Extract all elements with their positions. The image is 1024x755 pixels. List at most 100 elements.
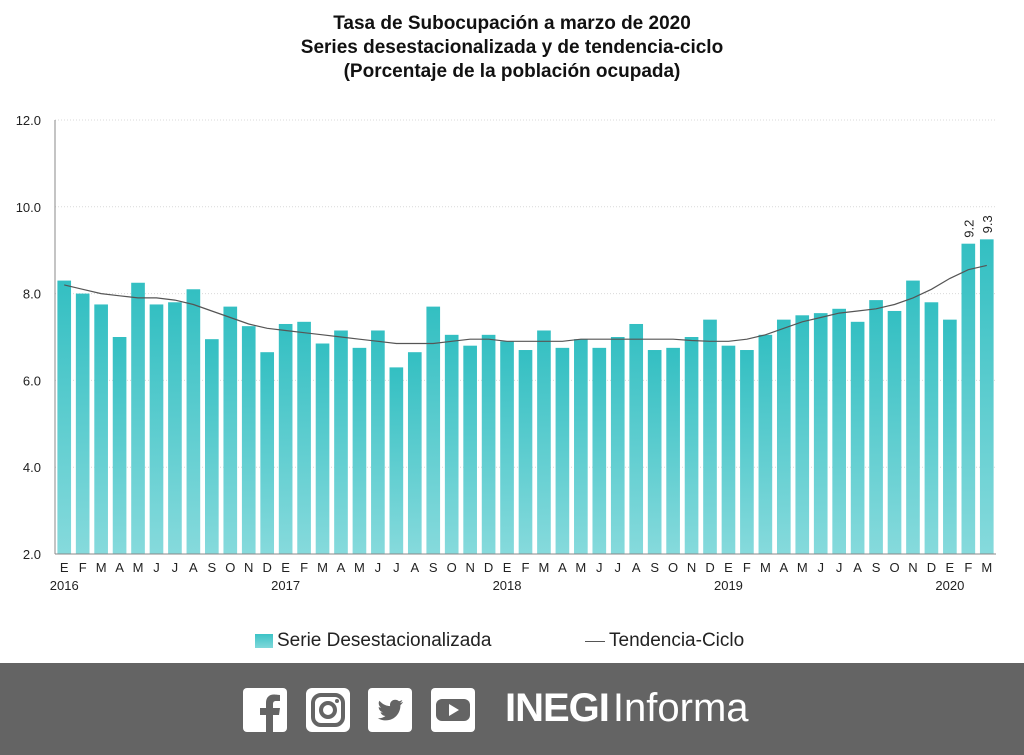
x-tick-label: J	[375, 560, 382, 575]
bar	[149, 304, 164, 554]
bar	[850, 321, 865, 554]
bar	[57, 280, 72, 554]
bar	[241, 326, 256, 554]
y-tick-label: 8.0	[23, 287, 41, 302]
x-tick-label: J	[172, 560, 179, 575]
x-tick-label: M	[96, 560, 107, 575]
x-tick-label: A	[189, 560, 198, 575]
bar	[500, 341, 514, 554]
chart-title-block: Tasa de Subocupación a marzo de 2020 Ser…	[0, 12, 1024, 84]
bar	[979, 239, 994, 554]
legend-label-line: Tendencia-Ciclo	[609, 630, 745, 651]
x-tick-label: S	[872, 560, 881, 575]
bar	[906, 280, 920, 554]
bar	[463, 345, 477, 554]
bar	[758, 334, 773, 554]
x-tick-label: D	[484, 560, 493, 575]
bar	[205, 339, 219, 554]
y-tick-label: 2.0	[23, 547, 41, 562]
facebook-icon[interactable]	[243, 688, 287, 732]
x-tick-label: N	[244, 560, 253, 575]
bar	[481, 334, 496, 554]
chart-title: Tasa de Subocupación a marzo de 2020	[333, 13, 691, 34]
x-tick-label: O	[225, 560, 235, 575]
x-tick-label: D	[262, 560, 271, 575]
x-tick-label: S	[207, 560, 216, 575]
bar	[407, 352, 422, 554]
bar	[924, 302, 939, 554]
legend-item-bar: Serie Desestacionalizada	[255, 630, 491, 652]
bar	[315, 343, 330, 554]
bar	[518, 350, 533, 554]
x-tick-label: D	[705, 560, 714, 575]
x-tick-label: F	[964, 560, 972, 575]
x-tick-label: A	[337, 560, 346, 575]
bar	[666, 347, 680, 554]
data-label: 9.2	[961, 220, 976, 238]
bar	[647, 350, 662, 554]
x-tick-label: A	[853, 560, 862, 575]
bar	[168, 302, 182, 554]
x-tick-label: O	[447, 560, 457, 575]
year-label: 2019	[714, 578, 743, 593]
x-tick-label: M	[133, 560, 144, 575]
x-tick-label: F	[79, 560, 87, 575]
chart-subtitle: Series desestacionalizada y de tendencia…	[300, 37, 724, 58]
bar	[887, 310, 902, 554]
bar	[352, 347, 367, 554]
bar	[740, 350, 754, 554]
bar	[334, 330, 348, 554]
chart-subtitle-2: (Porcentaje de la población ocupada)	[343, 61, 681, 82]
year-label: 2017	[271, 578, 300, 593]
y-tick-label: 6.0	[23, 373, 41, 388]
bar	[574, 339, 588, 554]
twitter-icon[interactable]	[368, 688, 412, 732]
x-tick-label: E	[503, 560, 512, 575]
x-tick-label: M	[760, 560, 771, 575]
brand-informa: Informa	[612, 685, 749, 730]
bar	[371, 330, 385, 554]
y-tick-label: 10.0	[16, 200, 41, 215]
bar	[592, 347, 607, 554]
x-tick-label: A	[115, 560, 124, 575]
footer-bar: INEGI Informa	[0, 663, 1024, 755]
bar	[94, 304, 108, 554]
x-tick-label: E	[60, 560, 69, 575]
bar	[426, 306, 441, 554]
instagram-icon[interactable]	[306, 688, 350, 732]
x-tick-label: E	[724, 560, 733, 575]
year-label: 2016	[50, 578, 79, 593]
bar	[721, 345, 736, 554]
youtube-icon[interactable]	[431, 688, 475, 732]
x-tick-label: M	[539, 560, 550, 575]
chart-legend: Serie Desestacionalizada Tendencia-Ciclo	[0, 630, 1024, 660]
bar	[832, 308, 846, 554]
x-tick-label: A	[779, 560, 788, 575]
x-tick-label: M	[797, 560, 808, 575]
x-tick-label: M	[575, 560, 586, 575]
x-tick-label: S	[650, 560, 659, 575]
legend-item-line: Tendencia-Ciclo	[585, 630, 744, 652]
x-tick-label: M	[981, 560, 992, 575]
year-label: 2018	[493, 578, 522, 593]
x-tick-label: A	[632, 560, 641, 575]
bar	[444, 334, 459, 554]
year-label: 2020	[935, 578, 964, 593]
bar	[260, 352, 275, 554]
x-tick-label: J	[393, 560, 400, 575]
x-tick-label: J	[817, 560, 824, 575]
x-tick-label: N	[687, 560, 696, 575]
x-tick-label: E	[281, 560, 290, 575]
x-tick-label: O	[668, 560, 678, 575]
bar	[629, 323, 644, 554]
bar	[223, 306, 238, 554]
bar	[943, 319, 957, 554]
x-tick-label: N	[465, 560, 474, 575]
x-tick-label: A	[410, 560, 419, 575]
x-tick-label: J	[153, 560, 160, 575]
bar	[776, 319, 791, 554]
bar	[869, 300, 883, 554]
legend-swatch-line	[585, 640, 605, 642]
brand-inegi: INEGI	[505, 685, 610, 730]
x-tick-label: D	[927, 560, 936, 575]
